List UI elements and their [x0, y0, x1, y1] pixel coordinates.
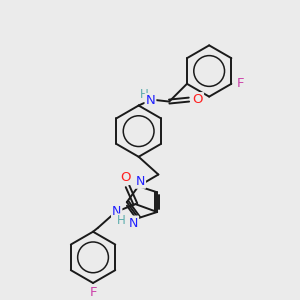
- Text: F: F: [89, 286, 97, 299]
- Text: N: N: [112, 206, 122, 218]
- Text: O: O: [193, 93, 203, 106]
- Text: N: N: [136, 175, 145, 188]
- Text: H: H: [117, 214, 126, 227]
- Text: N: N: [129, 217, 138, 230]
- Text: H: H: [140, 88, 149, 101]
- Text: O: O: [120, 171, 131, 184]
- Text: N: N: [146, 94, 155, 107]
- Text: F: F: [236, 77, 244, 90]
